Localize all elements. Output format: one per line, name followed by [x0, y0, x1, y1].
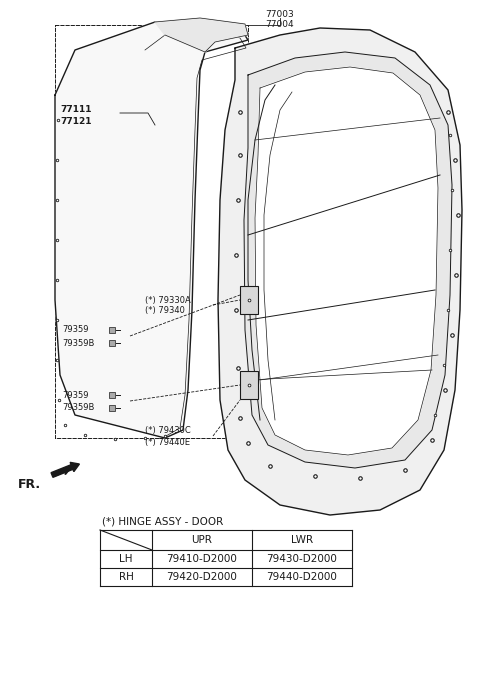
Text: 79359: 79359 [62, 326, 88, 334]
Text: 79359B: 79359B [62, 339, 95, 347]
Text: RH: RH [119, 572, 133, 582]
Text: 79420-D2000: 79420-D2000 [167, 572, 238, 582]
Text: (*) 79340: (*) 79340 [145, 306, 185, 316]
Text: LH: LH [119, 554, 133, 564]
Text: (*) 79440E: (*) 79440E [145, 437, 190, 446]
FancyArrow shape [51, 462, 79, 477]
Text: 79430-D2000: 79430-D2000 [266, 554, 337, 564]
Text: 79359: 79359 [62, 390, 88, 400]
Text: FR.: FR. [18, 479, 41, 491]
Text: 79359B: 79359B [62, 404, 95, 413]
Text: 77003: 77003 [265, 10, 294, 19]
Polygon shape [240, 286, 258, 314]
Polygon shape [255, 67, 438, 455]
Text: LWR: LWR [291, 535, 313, 545]
Polygon shape [55, 22, 248, 438]
Polygon shape [155, 18, 248, 52]
Text: (*) 79430C: (*) 79430C [145, 425, 191, 435]
Text: 79440-D2000: 79440-D2000 [266, 572, 337, 582]
Text: 77121: 77121 [60, 117, 92, 126]
Text: (*) 79330A: (*) 79330A [145, 295, 191, 304]
Polygon shape [244, 52, 452, 468]
Polygon shape [218, 28, 462, 515]
Text: UPR: UPR [192, 535, 213, 545]
Text: 77004: 77004 [266, 20, 294, 29]
Text: 79410-D2000: 79410-D2000 [167, 554, 238, 564]
Polygon shape [240, 371, 258, 399]
Text: (*) HINGE ASSY - DOOR: (*) HINGE ASSY - DOOR [102, 517, 223, 527]
Text: 77111: 77111 [60, 105, 92, 114]
